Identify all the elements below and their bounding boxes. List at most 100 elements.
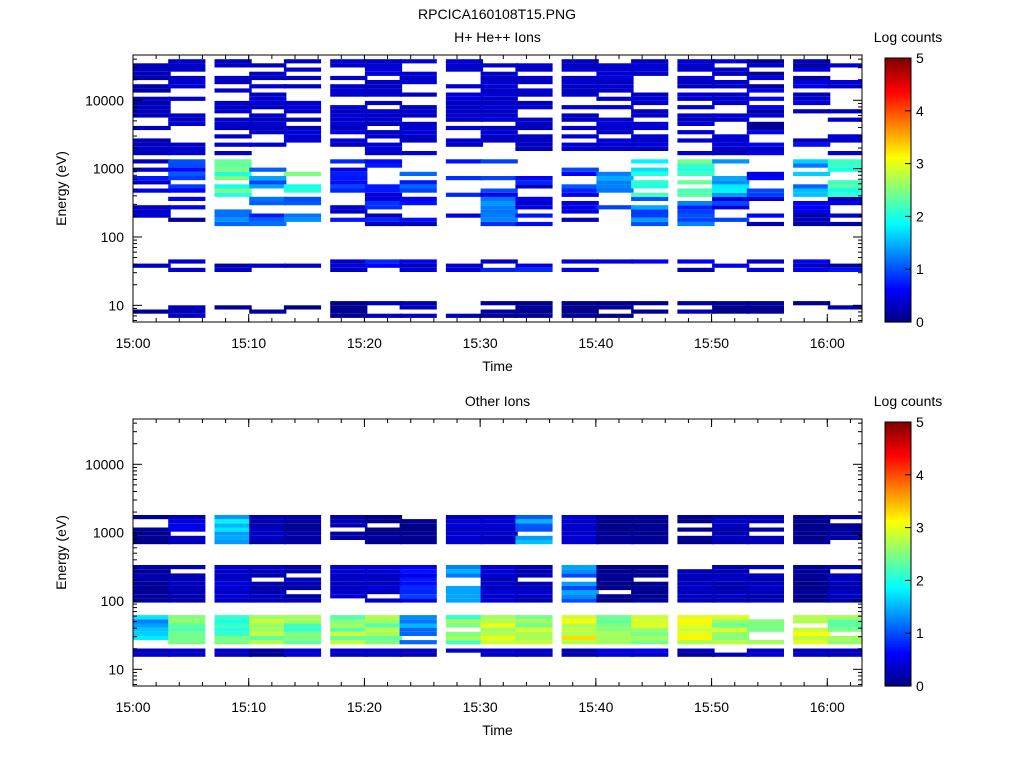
- heatmap-cell: [133, 515, 171, 520]
- heatmap-cell: [677, 67, 715, 72]
- heatmap-cell: [399, 113, 437, 118]
- heatmap-cell: [168, 590, 206, 595]
- colorbar-segment: [885, 271, 911, 276]
- heatmap-cell: [515, 146, 553, 151]
- heatmap-cell: [168, 619, 206, 624]
- colorbar-tick-label: 5: [916, 50, 924, 66]
- heatmap-cell: [631, 627, 669, 632]
- colorbar-segment: [885, 221, 911, 225]
- colorbar-segment: [885, 134, 911, 138]
- heatmap-cell: [827, 80, 862, 85]
- heatmap-cell: [364, 263, 403, 268]
- heatmap-cell: [283, 523, 322, 528]
- heatmap-cell: [399, 267, 437, 272]
- heatmap-cell: [214, 565, 252, 570]
- heatmap-cell: [712, 113, 750, 118]
- heatmap-cell: [330, 535, 368, 540]
- heatmap-cell: [364, 648, 403, 653]
- heatmap-cell: [214, 581, 252, 586]
- y-tick-label: 10: [108, 661, 124, 677]
- heatmap-cell: [364, 615, 403, 620]
- heatmap-cell: [445, 192, 484, 197]
- heatmap-cell: [515, 535, 553, 540]
- heatmap-cell: [596, 138, 634, 143]
- colorbar-segment: [885, 147, 911, 151]
- heatmap-cell: [480, 577, 518, 582]
- heatmap-cell: [712, 71, 750, 76]
- heatmap-cell: [793, 627, 831, 632]
- heatmap-cell: [364, 192, 403, 197]
- heatmap-cell: [827, 627, 862, 632]
- heatmap-cell: [631, 167, 669, 172]
- heatmap-cell: [445, 585, 484, 591]
- heatmap-cell: [561, 84, 599, 89]
- heatmap-cell: [561, 648, 599, 653]
- heatmap-cell: [168, 75, 206, 81]
- heatmap-cell: [214, 648, 252, 653]
- heatmap-cell: [283, 515, 322, 520]
- heatmap-cell: [631, 196, 669, 201]
- colorbar-tick-label: 3: [916, 156, 924, 172]
- heatmap-cell: [712, 217, 750, 222]
- heatmap-cell: [596, 581, 634, 586]
- colorbar-segment: [885, 145, 911, 149]
- colorbar-segment: [885, 121, 911, 125]
- heatmap-cell: [793, 80, 831, 85]
- heatmap-cell: [249, 167, 287, 172]
- heatmap-cell: [677, 590, 715, 595]
- colorbar-segment: [885, 522, 911, 526]
- heatmap-cell: [283, 125, 322, 131]
- heatmap-cell: [793, 519, 831, 524]
- heatmap-cell: [515, 631, 553, 636]
- heatmap-cell: [596, 142, 634, 147]
- heatmap-cell: [746, 623, 784, 628]
- heatmap-cell: [746, 577, 784, 582]
- heatmap-cell: [631, 615, 669, 620]
- heatmap-cell: [445, 105, 484, 110]
- heatmap-cell: [793, 209, 831, 214]
- heatmap-cell: [214, 213, 252, 218]
- heatmap-cell: [249, 523, 287, 528]
- colorbar-segment: [885, 469, 911, 473]
- heatmap-cell: [364, 619, 403, 624]
- heatmap-cell: [133, 159, 171, 164]
- heatmap-cell: [746, 196, 784, 201]
- heatmap-cell: [214, 615, 252, 620]
- colorbar-segment: [885, 593, 911, 597]
- heatmap-cell: [283, 117, 322, 122]
- heatmap-cell: [330, 63, 368, 68]
- colorbar-segment: [885, 590, 911, 595]
- heatmap-cell: [712, 67, 750, 72]
- heatmap-cell: [515, 88, 553, 93]
- heatmap-cell: [827, 615, 862, 620]
- heatmap-cell: [249, 569, 287, 574]
- heatmap-cell: [214, 577, 252, 582]
- heatmap-cell: [631, 146, 669, 151]
- heatmap-cell: [677, 151, 715, 156]
- heatmap-cell: [330, 577, 368, 582]
- heatmap-cell: [133, 635, 171, 641]
- heatmap-cell: [330, 138, 368, 143]
- colorbar-segment: [885, 203, 911, 207]
- heatmap-cell: [827, 267, 862, 272]
- heatmap-cell: [561, 59, 599, 64]
- heatmap-cell: [283, 263, 322, 268]
- colorbar-segment: [885, 124, 911, 128]
- heatmap-cell: [330, 585, 368, 591]
- heatmap-cell: [827, 188, 862, 193]
- heatmap-cell: [827, 201, 862, 206]
- colorbar-segment: [885, 501, 911, 505]
- heatmap-cell: [677, 59, 715, 64]
- colorbar-segment: [885, 596, 911, 600]
- heatmap-cell: [631, 209, 669, 214]
- colorbar-segment: [885, 612, 911, 616]
- colorbar-segment: [885, 535, 911, 539]
- heatmap-cell: [364, 201, 403, 206]
- heatmap-cell: [133, 581, 171, 586]
- heatmap-cell: [445, 594, 484, 599]
- heatmap-cell: [445, 142, 484, 147]
- colorbar-segment: [885, 429, 911, 434]
- heatmap-cell: [249, 585, 287, 591]
- heatmap-cell: [631, 581, 669, 586]
- heatmap-cell: [249, 594, 287, 599]
